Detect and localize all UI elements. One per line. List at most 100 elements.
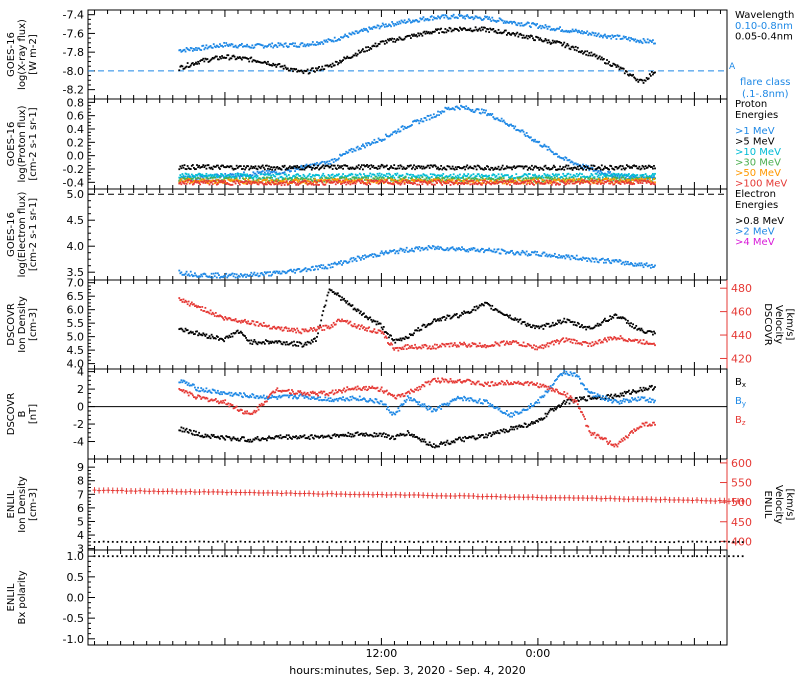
data-point bbox=[187, 173, 190, 176]
data-point bbox=[330, 176, 333, 179]
data-point bbox=[373, 320, 376, 323]
data-point bbox=[222, 180, 225, 183]
data-point bbox=[537, 36, 540, 39]
data-point bbox=[535, 24, 537, 27]
data-point bbox=[320, 179, 323, 182]
data-point bbox=[600, 35, 603, 37]
data-point bbox=[585, 257, 588, 259]
data-point bbox=[263, 60, 266, 63]
data-point bbox=[285, 180, 288, 183]
data-point bbox=[425, 246, 428, 249]
data-point bbox=[463, 248, 465, 251]
data-point bbox=[316, 265, 318, 268]
data-point bbox=[634, 178, 637, 181]
data-point bbox=[356, 179, 359, 182]
data-point bbox=[268, 274, 270, 277]
data-point bbox=[616, 260, 619, 263]
data-point bbox=[378, 172, 381, 175]
data-point bbox=[245, 57, 247, 59]
data-point bbox=[481, 182, 484, 185]
data-point bbox=[464, 182, 467, 184]
data-point bbox=[327, 263, 330, 266]
data-point bbox=[566, 167, 569, 170]
data-point bbox=[283, 164, 286, 167]
data-point bbox=[401, 20, 404, 23]
data-point bbox=[199, 179, 202, 182]
data-point bbox=[365, 256, 367, 259]
data-point bbox=[300, 69, 303, 72]
data-point bbox=[276, 341, 279, 344]
data-point bbox=[494, 166, 497, 169]
data-point bbox=[633, 76, 636, 79]
data-point bbox=[201, 180, 204, 183]
data-point bbox=[324, 40, 327, 43]
data-point bbox=[376, 168, 379, 170]
data-point bbox=[569, 167, 572, 170]
data-point bbox=[356, 145, 359, 148]
data-point bbox=[479, 167, 482, 170]
data-point bbox=[582, 175, 584, 178]
data-point bbox=[548, 148, 551, 151]
data-point bbox=[544, 38, 547, 40]
data-point bbox=[575, 181, 578, 183]
data-point bbox=[349, 183, 352, 186]
data-point bbox=[333, 178, 336, 181]
data-point bbox=[267, 181, 269, 184]
data-point bbox=[652, 39, 654, 42]
data-point bbox=[497, 177, 500, 180]
data-point bbox=[594, 172, 597, 175]
data-point bbox=[498, 17, 501, 20]
data-point bbox=[419, 166, 422, 169]
data-point bbox=[306, 68, 309, 71]
data-point bbox=[628, 74, 630, 77]
data-point bbox=[501, 181, 504, 184]
data-point bbox=[205, 44, 208, 47]
data-point bbox=[404, 168, 407, 170]
legend-title: Energies bbox=[735, 200, 778, 211]
data-point bbox=[466, 311, 469, 314]
data-point bbox=[300, 270, 303, 273]
data-point bbox=[514, 125, 517, 128]
data-point bbox=[517, 320, 520, 323]
data-point bbox=[525, 183, 528, 186]
data-point bbox=[544, 164, 547, 167]
data-point bbox=[246, 43, 248, 46]
data-point bbox=[371, 28, 374, 30]
data-point bbox=[483, 17, 485, 20]
data-point bbox=[529, 168, 532, 171]
data-point bbox=[249, 180, 252, 183]
data-point bbox=[261, 273, 264, 276]
data-point bbox=[272, 166, 275, 169]
data-point bbox=[266, 63, 268, 66]
data-point bbox=[304, 341, 307, 344]
data-point bbox=[243, 178, 245, 181]
data-point bbox=[370, 318, 373, 321]
data-point bbox=[631, 74, 633, 77]
data-point bbox=[439, 180, 442, 183]
data-point bbox=[291, 341, 293, 344]
data-point bbox=[481, 28, 484, 31]
data-point bbox=[634, 179, 637, 182]
data-point bbox=[486, 302, 488, 304]
data-point bbox=[484, 166, 486, 169]
data-point bbox=[524, 165, 527, 168]
data-point bbox=[304, 182, 307, 185]
data-point bbox=[453, 108, 456, 111]
data-point bbox=[452, 314, 455, 317]
data-point bbox=[414, 329, 416, 332]
data-point bbox=[473, 29, 476, 32]
data-point bbox=[403, 181, 406, 184]
data-point bbox=[421, 17, 424, 20]
data-point bbox=[389, 134, 391, 137]
data-point bbox=[575, 168, 578, 171]
data-point bbox=[484, 26, 486, 29]
data-point bbox=[376, 181, 379, 184]
data-point bbox=[220, 57, 222, 60]
data-point bbox=[479, 183, 482, 186]
data-point bbox=[455, 179, 458, 181]
data-point bbox=[370, 175, 373, 178]
data-point bbox=[249, 173, 252, 176]
data-point bbox=[623, 174, 626, 177]
data-point bbox=[580, 51, 582, 54]
data-point bbox=[486, 180, 488, 183]
